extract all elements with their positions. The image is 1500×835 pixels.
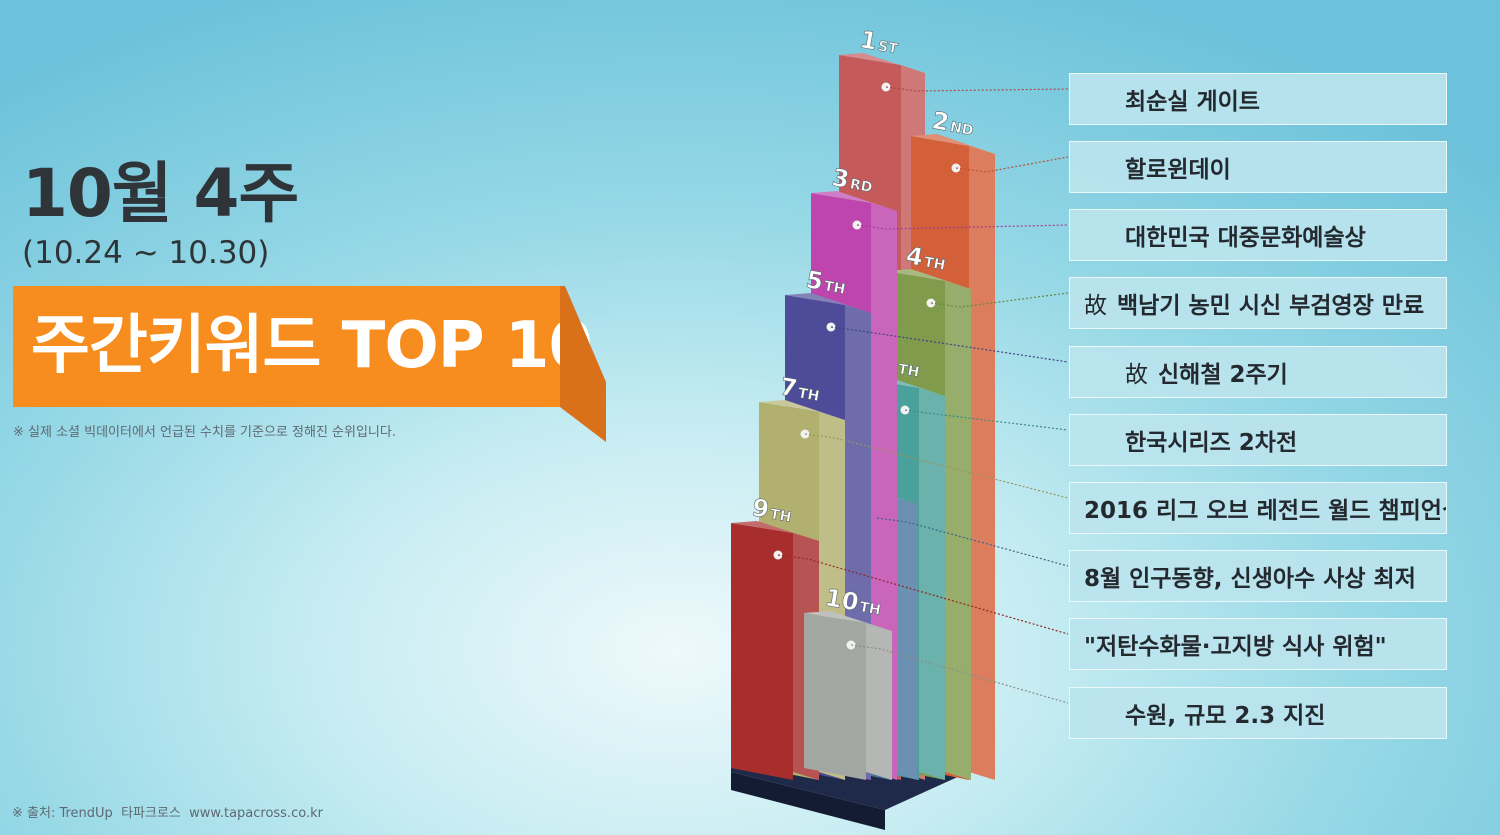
connector-line-5 xyxy=(830,326,1069,363)
keyword-text: 할로윈데이 xyxy=(1125,157,1231,183)
bar-side-6 xyxy=(919,388,945,780)
keyword-text: 수원, 규모 2.3 지진 xyxy=(1125,703,1326,729)
connector-line-2 xyxy=(955,156,1069,173)
keyword-rank-9: "저탄수화물·고지방 식사 위험" xyxy=(1069,618,1447,670)
keyword-rank-8: 8월 인구동향, 신생아수 사상 최저 xyxy=(1069,550,1447,602)
page-title: 10월 4주 xyxy=(22,155,299,232)
keyword-rank-4: 故 백남기 농민 시신 부검영장 만료 xyxy=(1069,277,1447,329)
bar-side-4 xyxy=(945,281,971,780)
top10-banner: 주간키워드 TOP 10 xyxy=(13,286,593,407)
banner-fold-shape xyxy=(560,286,606,442)
bar-side-8 xyxy=(891,496,917,780)
bar-front-9 xyxy=(731,523,793,780)
keyword-text: "저탄수화물·고지방 식사 위험" xyxy=(1084,634,1387,660)
keyword-text: 신해철 2주기 xyxy=(1158,362,1288,388)
keyword-rank-6: 한국시리즈 2차전 xyxy=(1069,414,1447,466)
bar-rank-10: 10TH xyxy=(804,583,892,780)
keyword-rank-5: 故 신해철 2주기 xyxy=(1069,346,1447,398)
connector-line-8 xyxy=(876,517,1069,567)
bar-front-10 xyxy=(804,613,866,780)
rank-label-10: 10TH xyxy=(823,583,884,620)
bar-top-7 xyxy=(759,400,845,420)
keyword-prefix: 故 xyxy=(1084,293,1107,319)
source-credit: ※ 출처: TrendUp 타파크로스 www.tapacross.co.kr xyxy=(12,806,323,821)
bar-top-4 xyxy=(885,269,971,289)
keyword-rank-7: 2016 리그 오브 레전드 월드 챔피언십 xyxy=(1069,482,1447,534)
bar-top-1 xyxy=(839,53,925,73)
bar-top-10 xyxy=(804,611,892,631)
bar-side-10 xyxy=(866,623,892,780)
bar-top-3 xyxy=(811,191,897,211)
chart-base-front xyxy=(731,772,885,830)
keyword-rank-10: 수원, 규모 2.3 지진 xyxy=(1069,687,1447,739)
bar-side-2 xyxy=(969,146,995,780)
keyword-rank-1: 최순실 게이트 xyxy=(1069,73,1447,125)
bar-top-2 xyxy=(911,134,995,154)
keyword-rank-3: 대한민국 대중문화예술상 xyxy=(1069,209,1447,261)
keyword-prefix: 故 xyxy=(1125,362,1148,388)
keyword-text: 최순실 게이트 xyxy=(1125,89,1260,115)
bar-top-5 xyxy=(785,293,871,313)
keyword-rank-2: 할로윈데이 xyxy=(1069,141,1447,193)
keyword-text: 백남기 농민 시신 부검영장 만료 xyxy=(1117,293,1425,319)
keyword-text: 8월 인구동향, 신생아수 사상 최저 xyxy=(1084,566,1416,592)
connector-line-10 xyxy=(850,644,1069,704)
keyword-text: 한국시리즈 2차전 xyxy=(1125,430,1298,456)
bar-top-9 xyxy=(731,521,819,541)
keyword-text: 대한민국 대중문화예술상 xyxy=(1125,225,1366,251)
keyword-text: 2016 리그 오브 레전드 월드 챔피언십 xyxy=(1084,498,1447,524)
ranking-note: ※ 실제 소셜 빅데이터에서 언급된 수치를 기준으로 정해진 순위입니다. xyxy=(13,425,396,440)
date-range: (10.24 ~ 10.30) xyxy=(22,235,270,271)
